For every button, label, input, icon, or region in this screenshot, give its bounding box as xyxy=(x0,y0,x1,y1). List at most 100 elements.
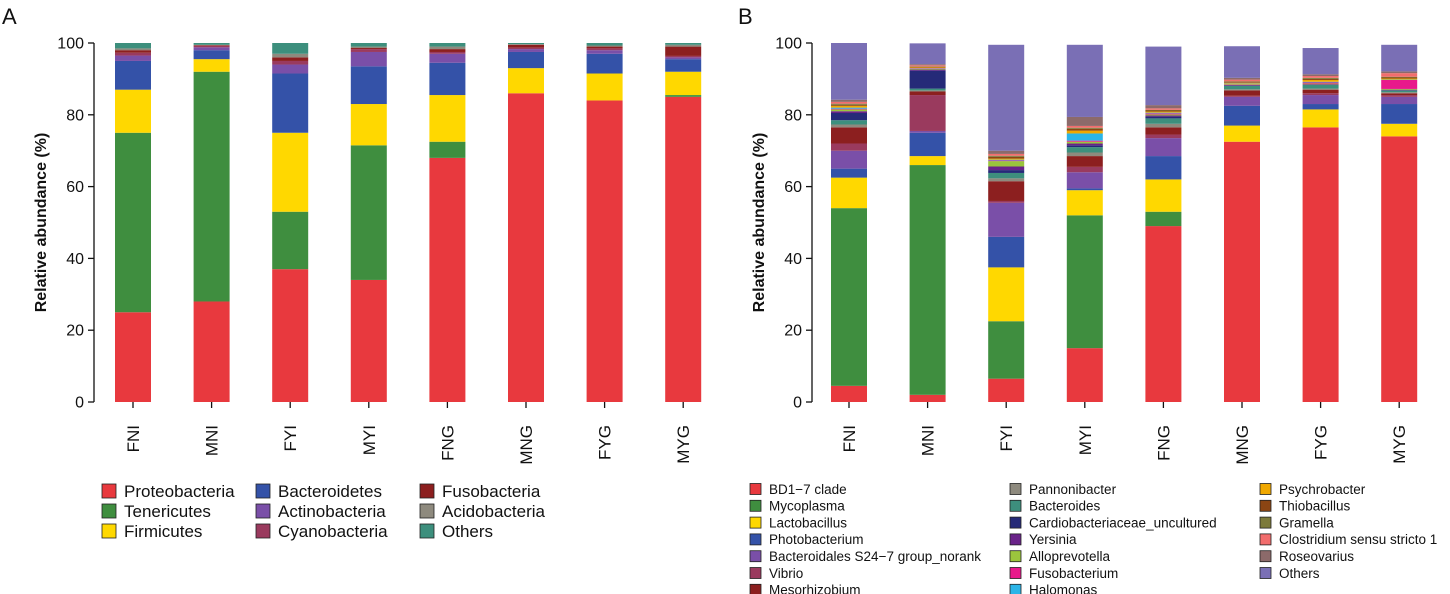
bar-segment xyxy=(1302,84,1339,86)
bar-segment xyxy=(1224,141,1260,402)
legend-swatch xyxy=(1259,516,1272,529)
bar-segment xyxy=(115,43,151,49)
bar-segment xyxy=(272,57,309,61)
bar-segment xyxy=(115,50,151,53)
legend-swatch xyxy=(1259,533,1272,546)
legend-swatch xyxy=(101,483,117,499)
y-tick-label: 40 xyxy=(66,251,84,268)
bar-segment xyxy=(1224,84,1260,86)
legend-label: Roseovarius xyxy=(1279,549,1354,564)
bar-segment xyxy=(350,66,387,105)
bar-segment xyxy=(272,73,309,133)
bar-segment xyxy=(909,130,946,133)
bar-segment xyxy=(831,109,867,112)
bar-segment xyxy=(831,143,867,151)
bar-segment xyxy=(909,132,946,157)
bar-segment xyxy=(1066,140,1103,142)
bar-segment xyxy=(1302,82,1339,84)
bar-segment xyxy=(988,159,1025,161)
legend-swatch xyxy=(1259,483,1272,495)
y-tick-label: 100 xyxy=(775,36,802,53)
y-tick-label: 100 xyxy=(57,36,84,53)
x-tick-label: MNI xyxy=(203,425,222,456)
bar-segment xyxy=(1381,88,1418,90)
bar-segment xyxy=(1302,104,1339,110)
legend-swatch xyxy=(1009,550,1022,563)
bar-segment xyxy=(909,69,946,71)
bar-segment xyxy=(115,312,151,402)
bar-segment xyxy=(1145,112,1182,114)
bar-segment xyxy=(350,104,387,146)
bar-segment xyxy=(193,59,230,72)
legend-swatch xyxy=(255,523,271,539)
bar-segment xyxy=(115,52,151,56)
x-tick-label: FYI xyxy=(997,425,1016,451)
bar-segment xyxy=(1224,46,1260,78)
legend-label: Proteobacteria xyxy=(124,482,235,501)
bar-segment xyxy=(193,45,230,48)
bar-segment xyxy=(350,51,387,67)
bar-segment xyxy=(586,50,623,54)
y-tick-label: 20 xyxy=(784,323,802,340)
x-tick-label: MYG xyxy=(674,425,693,464)
legend-swatch xyxy=(1009,516,1022,529)
bar-segment xyxy=(1381,92,1418,94)
bar-segment xyxy=(193,47,230,51)
bar-segment xyxy=(1066,190,1103,216)
x-tick-label: MNG xyxy=(517,425,536,465)
bar-segment xyxy=(272,60,309,65)
y-axis-title: Relative abundance (%) xyxy=(33,133,50,313)
bar-segment xyxy=(665,44,702,47)
legend-swatch xyxy=(1009,567,1022,579)
bar-segment xyxy=(909,66,946,68)
bar-segment xyxy=(909,95,946,131)
legend-swatch xyxy=(749,483,762,495)
bar-segment xyxy=(429,141,466,158)
bar-segment xyxy=(1381,89,1418,91)
bar-segment xyxy=(831,111,867,114)
legend-swatch xyxy=(1259,550,1272,563)
panel-B: B 0 20 40 60 80 100 Relative abundance (%) FNI MN… xyxy=(738,4,1437,594)
bar-segment xyxy=(988,200,1025,203)
bar-segment xyxy=(988,181,1025,201)
bar-segment xyxy=(988,158,1025,160)
bar-segment xyxy=(1302,78,1339,80)
bar-segment xyxy=(1066,143,1103,146)
legend-swatch xyxy=(419,523,435,539)
legend-swatch xyxy=(749,550,762,563)
bar-segment xyxy=(665,43,702,45)
legend-label: Bacteroidetes xyxy=(278,482,382,501)
x-tick-label: FNG xyxy=(1154,425,1173,461)
bar-segment xyxy=(988,172,1025,179)
bar-segment xyxy=(1066,166,1103,173)
legend-swatch xyxy=(749,567,762,579)
bar-segment xyxy=(1224,81,1260,83)
bar-segment xyxy=(193,71,230,302)
bar-segment xyxy=(1066,116,1103,126)
bar-segment xyxy=(586,100,623,402)
bar-segment xyxy=(429,46,466,50)
bar-segment xyxy=(1381,93,1418,96)
x-tick-label: FNI xyxy=(840,425,859,452)
bar-segment xyxy=(1381,90,1418,93)
bar-segment xyxy=(909,68,946,70)
bar-segment xyxy=(1066,127,1103,129)
x-tick-label: FNI xyxy=(124,425,143,452)
legend-swatch xyxy=(101,503,117,519)
bar-segment xyxy=(909,43,946,65)
y-tick-label: 0 xyxy=(75,395,84,412)
bar-segment xyxy=(586,43,623,46)
bar-segment xyxy=(831,113,867,121)
bar-segment xyxy=(1381,73,1418,77)
bar-segment xyxy=(1224,90,1260,96)
bar-segment xyxy=(193,45,230,46)
legend-label: Cardiobacteriaceae_uncultured xyxy=(1029,515,1217,530)
bar-segment xyxy=(909,156,946,166)
bar-segment xyxy=(1224,85,1260,90)
bar-segment xyxy=(665,57,702,60)
bar-segment xyxy=(909,90,946,92)
bar-segment xyxy=(1224,82,1260,83)
bar-segment xyxy=(909,91,946,96)
x-tick-label: MYI xyxy=(1076,425,1095,455)
bar-segment xyxy=(988,202,1025,237)
